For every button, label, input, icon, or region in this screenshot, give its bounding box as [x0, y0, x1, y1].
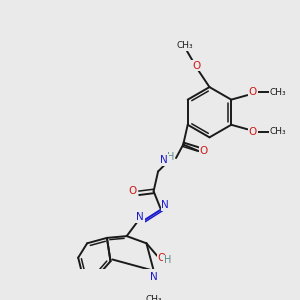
Text: CH₃: CH₃ — [270, 88, 286, 97]
Text: CH₃: CH₃ — [176, 41, 193, 50]
Text: H: H — [167, 152, 174, 162]
Text: CH₃: CH₃ — [145, 295, 162, 300]
Text: O: O — [129, 186, 137, 196]
Text: N: N — [161, 200, 169, 210]
Text: N: N — [150, 272, 158, 282]
Text: O: O — [158, 253, 166, 262]
Text: O: O — [249, 127, 257, 137]
Text: CH₃: CH₃ — [270, 128, 286, 136]
Text: O: O — [249, 88, 257, 98]
Text: O: O — [192, 61, 200, 70]
Text: N: N — [160, 155, 168, 165]
Text: H: H — [164, 255, 172, 265]
Text: O: O — [200, 146, 208, 156]
Text: N: N — [136, 212, 144, 222]
